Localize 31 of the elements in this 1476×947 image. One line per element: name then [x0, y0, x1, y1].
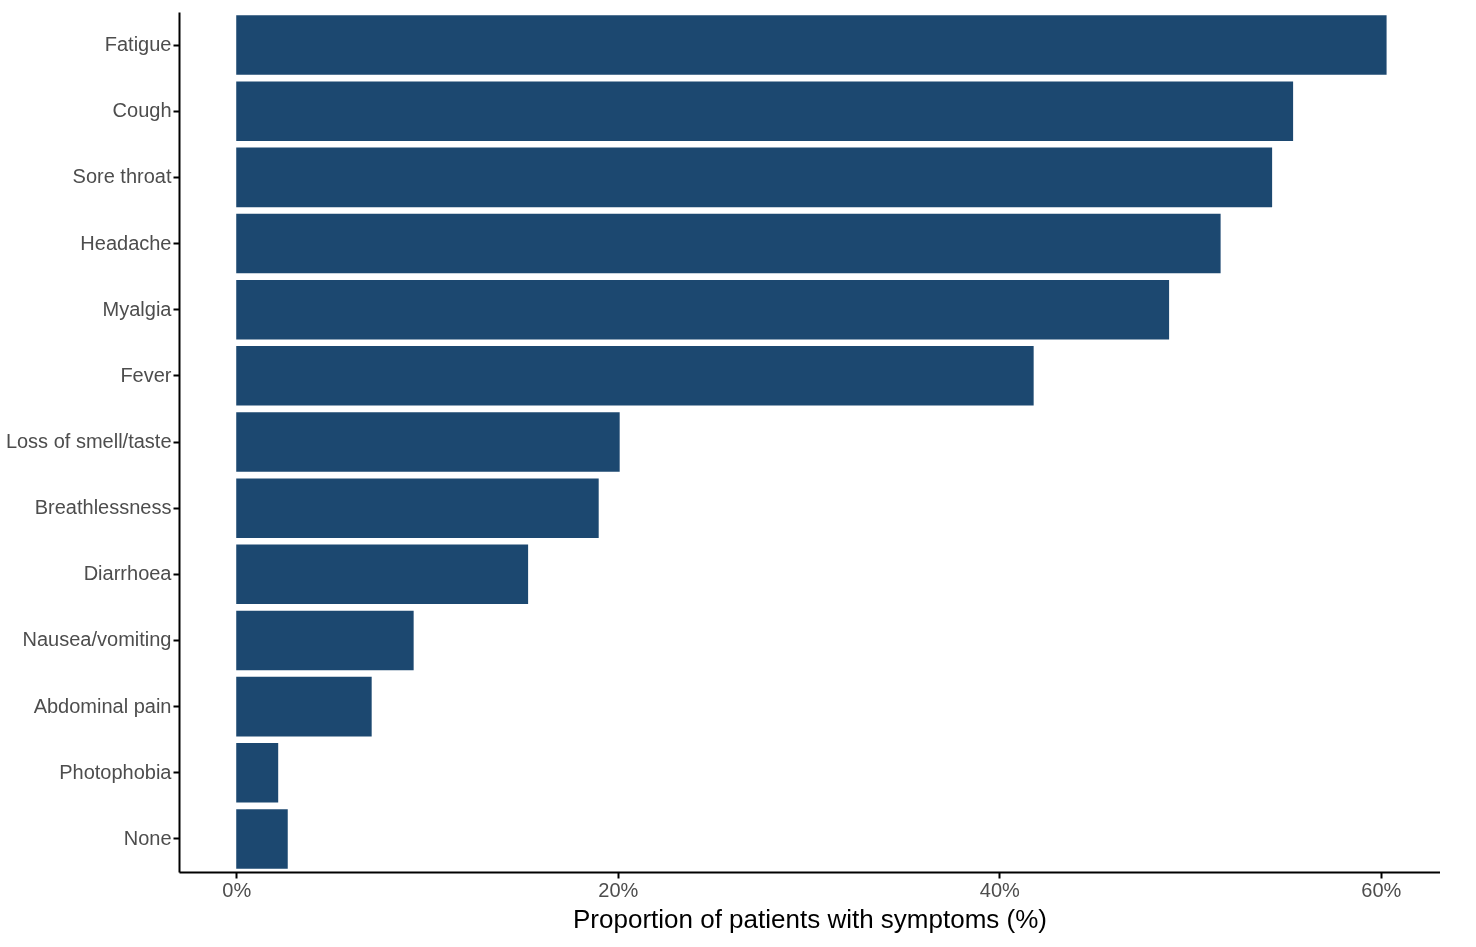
x-tick-label: 0%	[222, 878, 252, 901]
bar	[236, 809, 288, 869]
y-tick-label: Headache	[80, 231, 172, 254]
x-axis-title: Proportion of patients with symptoms (%)	[573, 903, 1047, 934]
y-tick-label: Breathlessness	[34, 496, 172, 519]
y-tick-label: Myalgia	[102, 297, 173, 320]
y-tick-label: None	[123, 826, 172, 849]
x-tick-label: 20%	[598, 878, 639, 901]
bar	[236, 610, 414, 671]
y-tick-label: Nausea/vomiting	[22, 628, 172, 651]
bar	[236, 15, 1387, 75]
y-tick-label: Cough	[112, 99, 172, 122]
bar	[236, 676, 372, 737]
x-tick-label: 40%	[979, 878, 1021, 901]
y-tick-label: Sore throat	[72, 165, 172, 188]
y-tick-label: Loss of smell/taste	[5, 430, 172, 452]
bar	[236, 346, 1034, 406]
bar	[236, 213, 1221, 274]
bar	[236, 544, 529, 605]
x-tick-label: 60%	[1361, 878, 1402, 901]
y-tick-label: Photophobia	[59, 760, 173, 783]
bar	[236, 412, 620, 472]
y-tick-label: Abdominal pain	[33, 694, 172, 717]
bar	[236, 279, 1170, 340]
bar	[236, 743, 279, 803]
bar	[236, 147, 1273, 208]
y-tick-label: Fatigue	[104, 33, 172, 56]
bar	[236, 478, 599, 538]
y-tick-label: Diarrhoea	[83, 562, 173, 585]
bar	[236, 81, 1294, 141]
y-tick-label: Fever	[120, 363, 172, 386]
